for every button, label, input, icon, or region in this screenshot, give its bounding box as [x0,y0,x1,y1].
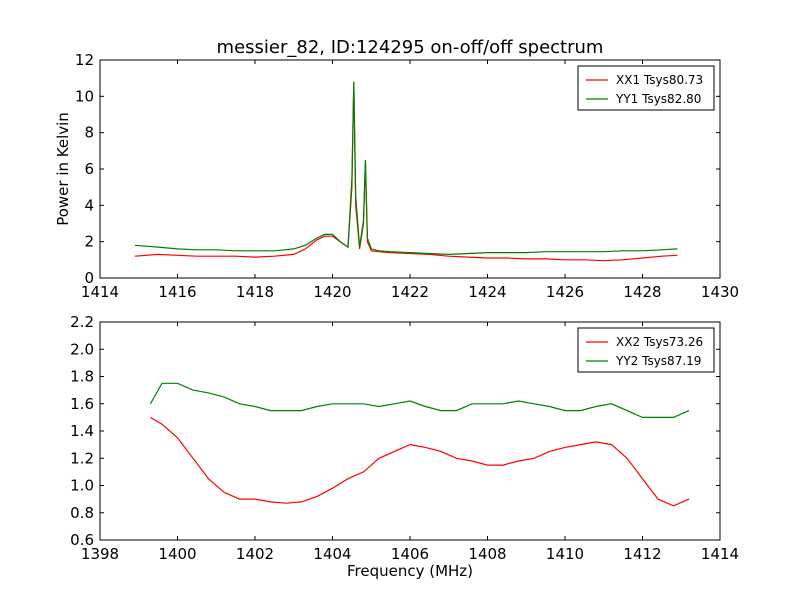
bottom-legend: XX2 Tsys73.26 YY2 Tsys87.19 [577,327,715,373]
x-tick-label: 1422 [391,283,429,301]
x-tick-label: 1418 [236,283,274,301]
y-tick-label: 12 [75,51,94,69]
legend-label: XX1 Tsys80.73 [616,73,703,87]
legend-box [577,327,715,373]
y-tick-label: 2 [84,233,94,251]
x-tick-label: 1410 [546,545,584,563]
bottom-ticks: 1398 1400 1402 1404 1406 1408 1410 1412 1414 0.6 0… [70,313,739,563]
x-tick-label: 1402 [236,545,274,563]
top-y-axis-label: Power in Kelvin [54,112,72,226]
x-tick-label: 1408 [468,545,506,563]
series-line-xx2 [150,416,690,507]
y-tick-label: 6 [84,160,94,178]
top-plot-frame [99,59,721,279]
chart-title: messier_82, ID:124295 on-off/off spectru… [217,37,604,58]
y-tick-label: 1.8 [70,368,94,386]
y-tick-label: 2.0 [70,340,94,358]
x-tick-label: 1412 [623,545,661,563]
y-tick-label: 1.4 [70,422,94,440]
bottom-x-axis-label: Frequency (MHz) [347,562,473,580]
x-tick-label: 1398 [81,545,119,563]
x-tick-label: 1420 [313,283,351,301]
legend-box [577,65,715,111]
y-tick-label: 0 [84,269,94,287]
x-tick-label: 1416 [158,283,196,301]
y-tick-label: 1.6 [70,395,94,413]
legend-label: YY2 Tsys87.19 [615,354,701,368]
top-ticks: 1414 1416 1418 1420 1422 1424 1426 1428 1430 0 2 4 6… [75,51,739,301]
series-line-yy2 [149,382,690,418]
top-panel: messier_82, ID:124295 on-off/off spectru… [54,37,739,301]
x-tick-label: 1406 [391,545,429,563]
y-tick-label: 2.2 [70,313,94,331]
x-tick-label: 1404 [313,545,351,563]
x-tick-label: 1414 [81,283,119,301]
legend-label: XX2 Tsys73.26 [616,335,703,349]
y-tick-label: 1.0 [70,477,94,495]
x-tick-label: 1426 [546,283,584,301]
y-tick-label: 10 [75,87,94,105]
top-series-group [134,81,678,262]
series-line-yy1 [134,81,678,256]
y-tick-label: 0.6 [70,531,94,549]
y-tick-label: 1.2 [70,449,94,467]
x-tick-label: 1430 [701,283,739,301]
top-legend: XX1 Tsys80.73 YY1 Tsys82.80 [577,65,715,111]
x-tick-label: 1424 [468,283,506,301]
bottom-series-group [149,382,690,507]
bottom-panel: Frequency (MHz) 1398 1400 1402 1404 1406 1408… [70,313,739,580]
legend-label: YY1 Tsys82.80 [615,92,701,106]
x-tick-label: 1414 [701,545,739,563]
x-tick-label: 1400 [158,545,196,563]
x-tick-label: 1428 [623,283,661,301]
y-tick-label: 4 [84,196,94,214]
bottom-plot-frame [99,321,721,541]
y-tick-label: 0.8 [70,504,94,522]
y-tick-label: 8 [84,124,94,142]
